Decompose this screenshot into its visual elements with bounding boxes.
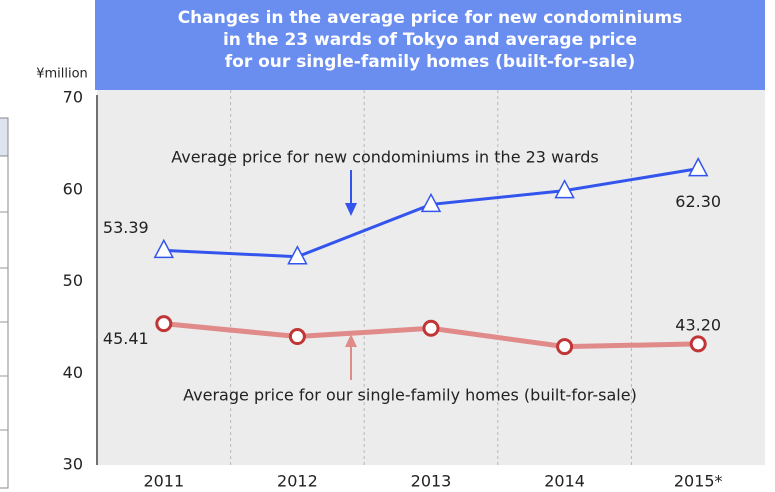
plot-area — [97, 90, 765, 465]
chart-title: Changes in the average price for new con… — [178, 8, 683, 28]
marker — [556, 338, 574, 356]
y-tick-label: 50 — [63, 271, 83, 290]
marker — [554, 179, 575, 199]
y-tick-label: 70 — [63, 88, 83, 107]
y-tick-label: 30 — [63, 455, 83, 474]
data-label: 45.41 — [103, 329, 149, 348]
series-label: Average price for new condominiums in th… — [171, 148, 599, 167]
marker — [422, 319, 440, 337]
y-tick-label: 60 — [63, 179, 83, 198]
chart-title: for our single-family homes (built-for-s… — [225, 52, 636, 72]
y-axis-label: ¥million — [36, 67, 88, 82]
marker — [287, 245, 308, 265]
marker — [288, 328, 306, 346]
x-tick-label: 2012 — [277, 472, 318, 491]
red-arrow — [345, 334, 357, 380]
data-label: 43.20 — [675, 315, 721, 334]
marker — [689, 335, 707, 353]
y-tick-label: 40 — [63, 363, 83, 382]
title-banner — [95, 0, 765, 90]
x-tick-label: 2011 — [143, 472, 184, 491]
marker — [687, 157, 709, 177]
x-tick-label: 2013 — [411, 472, 452, 491]
data-label: 53.39 — [103, 218, 149, 237]
blue-arrow — [345, 170, 357, 216]
data-label: 62.30 — [675, 192, 721, 211]
cut-off-neighbor — [0, 117, 9, 489]
marker — [420, 192, 442, 213]
marker — [155, 315, 173, 333]
marker — [153, 238, 175, 259]
x-tick-label: 2015* — [674, 472, 723, 491]
x-tick-label: 2014 — [544, 472, 585, 491]
chart-title: in the 23 wards of Tokyo and average pri… — [223, 30, 637, 50]
series-label: Average price for our single-family home… — [183, 386, 637, 405]
